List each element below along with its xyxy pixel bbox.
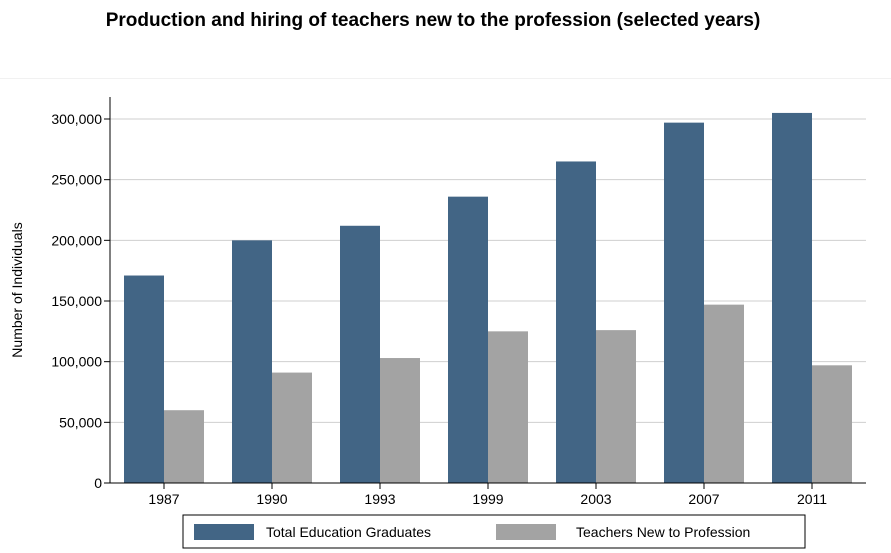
legend-label-new-teachers: Teachers New to Profession bbox=[576, 524, 750, 540]
bar-new-teachers-1990 bbox=[272, 372, 312, 483]
legend-swatch-new-teachers bbox=[496, 524, 556, 540]
bar-new-teachers-2007 bbox=[704, 304, 744, 483]
y-tick-label: 100,000 bbox=[51, 354, 102, 370]
y-tick-label: 300,000 bbox=[51, 111, 102, 127]
bar-new-teachers-2003 bbox=[596, 330, 636, 483]
x-ticks: 1987 1990 1993 1999 2003 2007 2011 bbox=[148, 483, 827, 507]
bar-new-teachers-1999 bbox=[488, 331, 528, 483]
bar-total-graduates-1993 bbox=[340, 225, 380, 484]
bar-new-teachers-1993 bbox=[380, 358, 420, 483]
legend-swatch-total-graduates bbox=[194, 524, 254, 540]
x-tick-label: 1993 bbox=[364, 491, 395, 507]
y-tick-label: 0 bbox=[94, 475, 102, 491]
x-tick-label: 2003 bbox=[580, 491, 611, 507]
x-tick-label: 2011 bbox=[797, 491, 827, 507]
legend: Total Education Graduates Teachers New t… bbox=[182, 514, 806, 549]
bar-total-graduates-1987 bbox=[124, 275, 164, 483]
y-tick-label: 50,000 bbox=[59, 414, 102, 430]
x-tick-label: 2007 bbox=[688, 491, 719, 507]
y-ticks: 0 50,000 100,000 150,000 200,000 250,000 300,0… bbox=[51, 111, 110, 491]
bar-total-graduates-1999 bbox=[448, 196, 488, 484]
legend-label-total-graduates: Total Education Graduates bbox=[266, 524, 431, 540]
bar-total-graduates-2011 bbox=[772, 112, 812, 483]
y-tick-label: 150,000 bbox=[51, 293, 102, 309]
bar-total-graduates-1990 bbox=[232, 240, 272, 483]
x-tick-label: 1990 bbox=[256, 491, 287, 507]
bar-total-graduates-2007 bbox=[664, 122, 704, 483]
bar-new-teachers-2011 bbox=[812, 365, 852, 483]
y-tick-label: 200,000 bbox=[51, 232, 102, 248]
y-axis-label: Number of Individuals bbox=[9, 222, 25, 357]
chart-title: Production and hiring of teachers new to… bbox=[105, 10, 761, 31]
bar-total-graduates-2003 bbox=[556, 161, 596, 483]
x-tick-label: 1999 bbox=[472, 491, 503, 507]
bar-new-teachers-1987 bbox=[164, 410, 204, 483]
bars bbox=[124, 112, 852, 484]
legend-box bbox=[182, 514, 806, 549]
y-tick-label: 250,000 bbox=[51, 172, 102, 188]
title-divider bbox=[0, 78, 891, 79]
x-tick-label: 1987 bbox=[148, 491, 179, 507]
